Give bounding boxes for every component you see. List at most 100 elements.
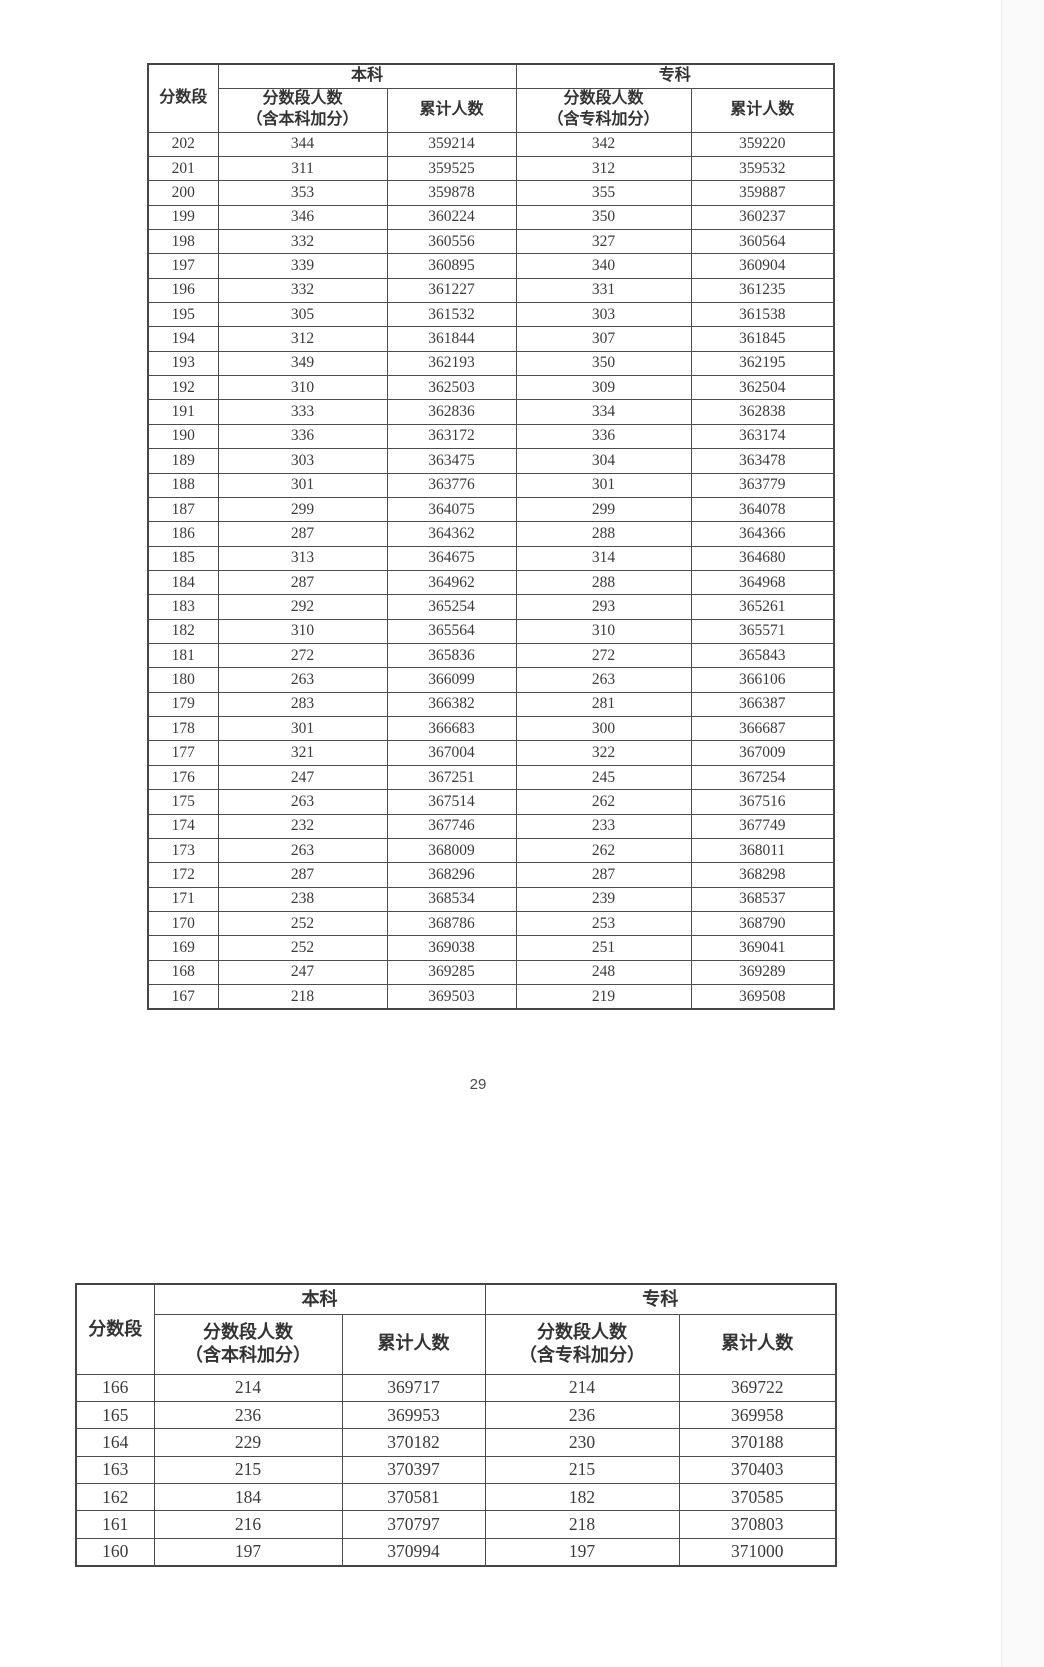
- cell-college-band-count: 310: [515, 618, 692, 645]
- cell-college-cumulative: 359887: [690, 180, 835, 206]
- cell-undergrad-cumulative: 367746: [386, 813, 517, 839]
- cell-undergrad-band-count: 232: [217, 813, 388, 839]
- cell-score-band: 185: [147, 545, 219, 571]
- header-undergrad-cumulative: 累计人数: [386, 87, 517, 133]
- cell-score-band: 175: [147, 789, 219, 815]
- cell-college-cumulative: 369289: [690, 959, 835, 986]
- table-row: 188 301 363776 301 363779: [147, 472, 835, 498]
- cell-college-cumulative: 364366: [690, 521, 835, 547]
- cell-undergrad-band-count: 332: [217, 277, 388, 304]
- table-row: 198 332 360556 327 360564: [147, 228, 835, 255]
- cell-college-band-count: 253: [515, 910, 692, 937]
- cell-undergrad-band-count: 301: [217, 716, 388, 742]
- cell-score-band: 171: [147, 886, 219, 913]
- cell-score-band: 165: [75, 1400, 155, 1430]
- cell-undergrad-band-count: 263: [217, 789, 388, 815]
- cell-college-band-count: 245: [515, 764, 692, 791]
- cell-score-band: 190: [147, 423, 219, 450]
- cell-undergrad-band-count: 310: [217, 375, 388, 401]
- cell-college-band-count: 336: [515, 423, 692, 450]
- table-row: 197 339 360895 340 360904: [147, 253, 835, 279]
- cell-college-cumulative: 361235: [690, 277, 835, 304]
- cell-college-band-count: 182: [484, 1483, 680, 1512]
- score-table-lower-body: 166 214 369717 214 369722 165 236 369953 236 3699…: [75, 1373, 837, 1567]
- cell-undergrad-band-count: 272: [217, 643, 388, 669]
- cell-score-band: 188: [147, 472, 219, 498]
- table-row: 189 303 363475 304 363478: [147, 448, 835, 474]
- cell-undergrad-band-count: 349: [217, 350, 388, 377]
- table-row: 169 252 369038 251 369041: [147, 935, 835, 961]
- cell-score-band: 187: [147, 496, 219, 523]
- cell-undergrad-band-count: 303: [217, 448, 388, 474]
- cell-score-band: 179: [147, 691, 219, 718]
- cell-undergrad-band-count: 216: [153, 1510, 343, 1539]
- cell-undergrad-cumulative: 362503: [386, 375, 517, 401]
- cell-college-band-count: 263: [515, 667, 692, 693]
- cell-score-band: 193: [147, 350, 219, 377]
- cell-college-cumulative: 367516: [690, 789, 835, 815]
- table-row: 200 353 359878 355 359887: [147, 180, 835, 206]
- cell-score-band: 201: [147, 155, 219, 182]
- header-score-band: 分数段: [147, 63, 219, 133]
- table-row: 174 232 367746 233 367749: [147, 813, 835, 839]
- cell-undergrad-band-count: 287: [217, 521, 388, 547]
- table-row: 162 184 370581 182 370585: [75, 1483, 837, 1512]
- cell-undergrad-band-count: 252: [217, 910, 388, 937]
- cell-undergrad-band-count: 310: [217, 618, 388, 645]
- table-row: 186 287 364362 288 364366: [147, 521, 835, 547]
- cell-score-band: 162: [75, 1483, 155, 1512]
- cell-undergrad-band-count: 339: [217, 253, 388, 279]
- cell-undergrad-cumulative: 364675: [386, 545, 517, 571]
- score-table-upper-body: 202 344 359214 342 359220 201 311 359525 312 3595…: [147, 131, 835, 1010]
- cell-college-cumulative: 360904: [690, 253, 835, 279]
- table-row: 161 216 370797 218 370803: [75, 1510, 837, 1539]
- cell-college-band-count: 288: [515, 569, 692, 596]
- table-row: 177 321 367004 322 367009: [147, 740, 835, 766]
- cell-score-band: 197: [147, 253, 219, 279]
- cell-undergrad-cumulative: 365836: [386, 643, 517, 669]
- cell-college-cumulative: 359220: [690, 131, 835, 157]
- cell-college-cumulative: 359532: [690, 155, 835, 182]
- header-undergrad-band-count-line1: 分数段人数: [203, 1321, 293, 1342]
- cell-undergrad-cumulative: 364075: [386, 496, 517, 523]
- cell-college-band-count: 288: [515, 521, 692, 547]
- table-row: 175 263 367514 262 367516: [147, 789, 835, 815]
- cell-score-band: 182: [147, 618, 219, 645]
- cell-college-band-count: 197: [484, 1537, 680, 1567]
- table-row: 180 263 366099 263 366106: [147, 667, 835, 693]
- cell-undergrad-cumulative: 370581: [341, 1483, 486, 1512]
- cell-undergrad-cumulative: 364362: [386, 521, 517, 547]
- cell-college-band-count: 312: [515, 155, 692, 182]
- table-row: 181 272 365836 272 365843: [147, 643, 835, 669]
- cell-college-band-count: 340: [515, 253, 692, 279]
- table-row: 195 305 361532 303 361538: [147, 302, 835, 328]
- cell-undergrad-cumulative: 367004: [386, 740, 517, 766]
- cell-undergrad-band-count: 299: [217, 496, 388, 523]
- cell-college-cumulative: 371000: [678, 1537, 837, 1567]
- cell-college-cumulative: 364680: [690, 545, 835, 571]
- cell-undergrad-band-count: 263: [217, 837, 388, 864]
- cell-college-cumulative: 366687: [690, 716, 835, 742]
- cell-college-cumulative: 369722: [678, 1373, 837, 1402]
- cell-undergrad-band-count: 333: [217, 399, 388, 425]
- cell-college-band-count: 355: [515, 180, 692, 206]
- cell-undergrad-cumulative: 367514: [386, 789, 517, 815]
- table-row: 170 252 368786 253 368790: [147, 910, 835, 937]
- cell-undergrad-cumulative: 360556: [386, 228, 517, 255]
- cell-college-cumulative: 360564: [690, 228, 835, 255]
- cell-score-band: 166: [75, 1373, 155, 1402]
- cell-undergrad-cumulative: 363475: [386, 448, 517, 474]
- cell-undergrad-band-count: 214: [153, 1373, 343, 1402]
- cell-college-band-count: 327: [515, 228, 692, 255]
- cell-undergrad-band-count: 332: [217, 228, 388, 255]
- header-college-group: 专科: [515, 63, 835, 89]
- cell-undergrad-cumulative: 368534: [386, 886, 517, 913]
- cell-undergrad-cumulative: 369503: [386, 984, 517, 1010]
- score-table-upper-header: 分数段 本科 专科 分数段人数 （含本科加分） 累计人数 分数段人数 （含专科加…: [147, 63, 835, 133]
- cell-college-band-count: 215: [484, 1455, 680, 1485]
- cell-score-band: 163: [75, 1455, 155, 1485]
- cell-undergrad-cumulative: 366382: [386, 691, 517, 718]
- cell-undergrad-band-count: 236: [153, 1400, 343, 1430]
- cell-score-band: 199: [147, 204, 219, 230]
- cell-undergrad-cumulative: 370797: [341, 1510, 486, 1539]
